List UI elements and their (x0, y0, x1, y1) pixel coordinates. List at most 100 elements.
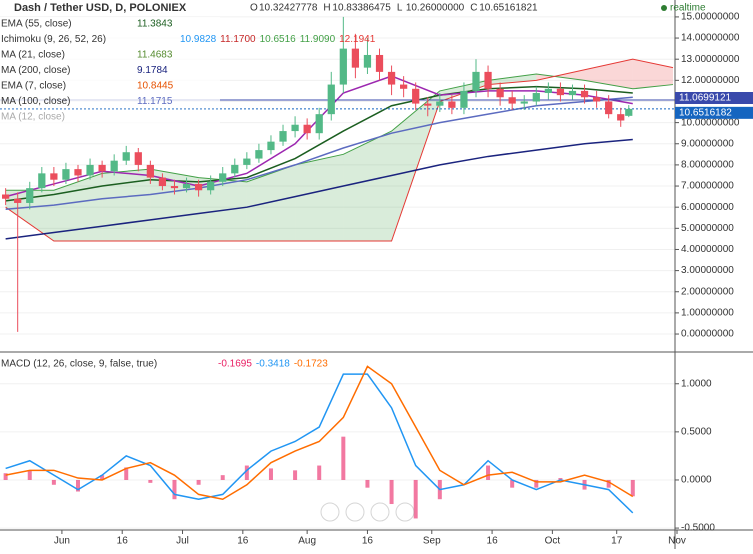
candle-body (134, 152, 142, 165)
histogram-bar (51, 479, 56, 485)
histogram-bar (606, 479, 611, 488)
histogram-bar (510, 479, 515, 488)
histogram-bar (75, 479, 80, 492)
candle-body (351, 48, 360, 68)
legend-name: MA (200, close) (1, 65, 70, 76)
x-tick-label: Jul (176, 536, 189, 547)
histogram-bar (196, 479, 201, 485)
candle-body (182, 183, 191, 189)
nav-button[interactable] (370, 502, 390, 522)
price-badge (675, 106, 753, 119)
y-tick-label: 0.0000 (681, 475, 712, 486)
candle-body (122, 152, 130, 161)
histogram-bar (558, 478, 563, 480)
moving-average (5, 138, 633, 240)
ohlc-key: C (470, 3, 477, 14)
legend-value: 9.1784 (137, 65, 168, 76)
candle-body (625, 108, 633, 116)
candle-body (62, 169, 70, 180)
x-tick-label: 16 (487, 536, 499, 547)
candle-body (86, 164, 94, 176)
candle-body (484, 71, 492, 89)
candle-body (617, 114, 625, 121)
candle-body (291, 124, 299, 132)
candle-body (424, 103, 432, 106)
plot-layer (0, 16, 678, 534)
histogram-bar (100, 475, 105, 480)
macd-line (5, 373, 634, 514)
y-tick-label: 1.00000000 (681, 308, 734, 319)
nav-buttons[interactable] (320, 502, 415, 522)
y-tick-label: 6.00000000 (681, 202, 734, 213)
candle-body (2, 194, 10, 199)
legend-value: 11.1715 (137, 96, 173, 107)
candle-body (194, 183, 203, 191)
y-tick-label: 3.00000000 (681, 265, 734, 276)
candle-body (14, 198, 22, 203)
cloud-segment (295, 154, 344, 242)
chart-title: Dash / Tether USD, D, POLONIEX (14, 2, 187, 14)
candle-body (496, 88, 504, 98)
candle-body (436, 101, 444, 106)
macd-value: -0.1695 (218, 359, 252, 370)
legend-bg (0, 79, 220, 93)
candle-body (605, 101, 613, 115)
legend-bg (0, 63, 220, 78)
histogram-bar (341, 436, 346, 480)
legend-bg (0, 17, 220, 31)
ohlc-value: 10.26000000 (406, 3, 465, 14)
legend-bg (0, 110, 220, 124)
candle-body (592, 97, 601, 102)
histogram-bar (148, 479, 153, 483)
x-tick-label: 16 (117, 536, 129, 547)
y-tick-label: 1.0000 (681, 378, 712, 389)
legend-value: 11.9090 (300, 34, 336, 45)
legend-bg (0, 48, 220, 62)
legend-bg (0, 94, 220, 109)
y-tick-label: 7.00000000 (681, 181, 734, 192)
ohlc-value: 10.32427778 (259, 3, 318, 14)
histogram-bar (172, 479, 177, 500)
macd-value: -0.3418 (256, 359, 290, 370)
nav-button[interactable] (345, 502, 365, 522)
ohlc-key: H (323, 3, 330, 14)
header-bg (0, 0, 480, 16)
y-tick-label: 9.00000000 (681, 138, 734, 149)
cloud-segment (488, 73, 537, 85)
candle-body (387, 71, 396, 85)
histogram-bar (389, 479, 394, 505)
histogram-bar (486, 465, 491, 480)
macd-value: -0.1723 (294, 359, 328, 370)
histogram-bar (534, 479, 539, 488)
y-tick-label: 0.00000000 (681, 329, 734, 340)
histogram-bar (293, 470, 298, 480)
candle-body (146, 164, 154, 178)
nav-button[interactable] (395, 502, 415, 522)
candle-body (460, 90, 468, 108)
histogram-bar (365, 479, 370, 488)
x-tick-label: 16 (237, 536, 249, 547)
y-tick-label: 13.00000000 (681, 54, 740, 65)
candle-body (472, 71, 480, 91)
legend-value: 11.1700 (220, 34, 256, 45)
candle-body (568, 90, 577, 96)
x-tick-label: Aug (298, 536, 316, 547)
nav-button[interactable] (320, 502, 340, 522)
ohlc-key: O (250, 3, 258, 14)
cloud-segment (536, 69, 585, 81)
candle-body (412, 88, 420, 104)
moving-average (5, 85, 633, 202)
candle-body (231, 164, 239, 174)
legend-value: 12.1941 (339, 34, 376, 45)
candle-body (400, 84, 408, 89)
ohlc-value: 10.83386475 (332, 3, 391, 14)
candle-body (50, 173, 58, 180)
candle-body (327, 84, 335, 115)
macd-title: MACD (12, 26, close, 9, false, true) (1, 359, 157, 370)
cloud-span-b (5, 58, 674, 242)
candle-body (38, 173, 46, 189)
x-tick-label: 17 (611, 536, 623, 547)
candle-body (243, 158, 251, 165)
legend-name: EMA (7, close) (1, 81, 66, 92)
